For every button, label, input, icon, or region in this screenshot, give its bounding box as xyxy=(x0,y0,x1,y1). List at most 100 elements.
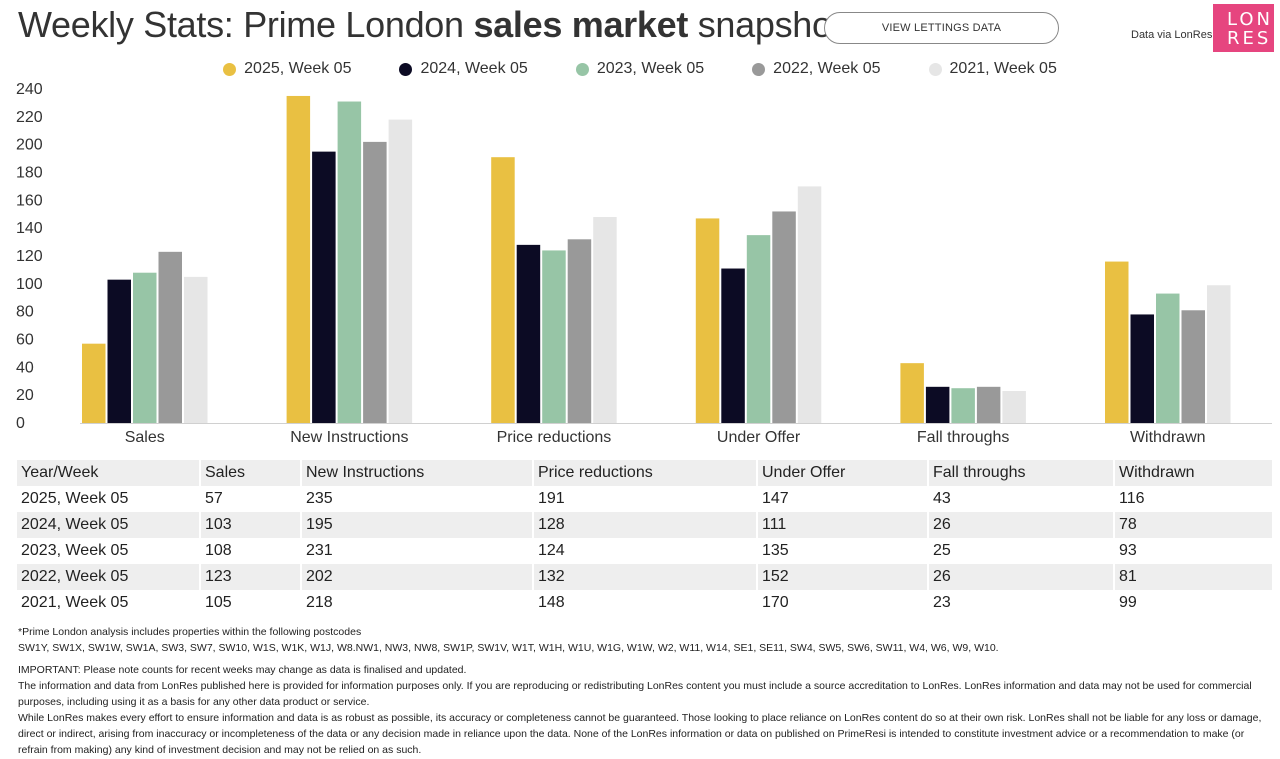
x-category-label: Sales xyxy=(125,429,165,446)
legend-item[interactable]: 2025, Week 05 xyxy=(223,60,351,78)
table-cell: 23 xyxy=(928,590,1115,616)
y-tick-label: 220 xyxy=(16,109,43,126)
bar[interactable] xyxy=(1105,261,1129,423)
table-cell: 57 xyxy=(200,486,302,512)
bar[interactable] xyxy=(797,186,822,423)
legend-label: 2024, Week 05 xyxy=(420,60,528,77)
bar[interactable] xyxy=(567,239,592,423)
bar[interactable] xyxy=(721,268,745,423)
bar[interactable] xyxy=(1156,293,1180,423)
bar[interactable] xyxy=(337,101,362,424)
bar[interactable] xyxy=(107,279,132,423)
y-tick-label: 20 xyxy=(16,387,34,404)
y-tick-label: 240 xyxy=(16,81,43,98)
view-lettings-data-button[interactable]: VIEW LETTINGS DATA xyxy=(824,12,1059,44)
table-header: Fall throughs xyxy=(928,460,1115,486)
bar[interactable] xyxy=(184,276,208,423)
bar[interactable] xyxy=(925,386,950,423)
bar[interactable] xyxy=(951,388,975,423)
bar[interactable] xyxy=(1002,390,1026,423)
table-cell: 2024, Week 05 xyxy=(17,512,201,538)
bar[interactable] xyxy=(363,141,387,423)
title-prefix: Weekly Stats: Prime London xyxy=(18,4,474,45)
data-source-label: Data via LonRes xyxy=(1131,29,1213,41)
table-cell: 103 xyxy=(200,512,302,538)
y-tick-label: 200 xyxy=(16,137,43,154)
table-row: 2023, Week 05 108 231 124 135 25 93 xyxy=(17,538,1274,564)
bar[interactable] xyxy=(976,386,1001,423)
table-cell: 99 xyxy=(1114,590,1274,616)
table-cell: 191 xyxy=(533,486,758,512)
legend-swatch-icon xyxy=(752,62,766,76)
table-cell: 108 xyxy=(200,538,302,564)
table-cell: 135 xyxy=(757,538,929,564)
table-header: Sales xyxy=(200,460,302,486)
table-row: 2022, Week 05 123 202 132 152 26 81 xyxy=(17,564,1274,590)
table-cell: 81 xyxy=(1114,564,1274,590)
legend-item[interactable]: 2021, Week 05 xyxy=(889,60,1057,78)
table-cell: 152 xyxy=(757,564,929,590)
table-cell: 202 xyxy=(301,564,534,590)
y-tick-label: 60 xyxy=(16,332,34,349)
bar[interactable] xyxy=(1130,314,1155,423)
postcodes-list: SW1Y, SW1X, SW1W, SW1A, SW3, SW7, SW10, … xyxy=(18,642,999,654)
bar[interactable] xyxy=(695,218,720,423)
table-cell: 2021, Week 05 xyxy=(17,590,201,616)
bar[interactable] xyxy=(900,363,924,423)
table-row: 2024, Week 05 103 195 128 111 26 78 xyxy=(17,512,1274,538)
table-cell: 124 xyxy=(533,538,758,564)
table-cell: 132 xyxy=(533,564,758,590)
important-note: IMPORTANT: Please note counts for recent… xyxy=(18,664,467,676)
table-cell: 2023, Week 05 xyxy=(17,538,201,564)
title-bold: sales market xyxy=(473,4,689,45)
table-row: 2021, Week 05 105 218 148 170 23 99 xyxy=(17,590,1274,616)
bar[interactable] xyxy=(312,151,336,423)
legend-item[interactable]: 2024, Week 05 xyxy=(359,60,528,78)
table-header: Year/Week xyxy=(17,460,201,486)
bar[interactable] xyxy=(542,250,566,423)
table-cell: 111 xyxy=(757,512,929,538)
bar[interactable] xyxy=(516,244,541,423)
y-tick-label: 80 xyxy=(16,304,34,321)
table-cell: 123 xyxy=(200,564,302,590)
y-tick-label: 40 xyxy=(16,359,34,376)
logo-line-1: LON xyxy=(1227,9,1274,30)
bar[interactable] xyxy=(82,343,106,423)
disclaimer-2: While LonRes makes every effort to ensur… xyxy=(18,712,1262,756)
postcodes-intro: *Prime London analysis includes properti… xyxy=(18,626,362,638)
bar[interactable] xyxy=(1181,310,1206,423)
legend-item[interactable]: 2023, Week 05 xyxy=(536,60,704,78)
page-title: Weekly Stats: Prime London sales market … xyxy=(18,4,842,46)
x-category-label: Fall throughs xyxy=(917,429,1010,446)
legend-swatch-icon xyxy=(575,62,589,76)
bar[interactable] xyxy=(593,217,617,423)
lonres-logo[interactable]: LON RES xyxy=(1213,4,1274,52)
stats-table: Year/Week Sales New Instructions Price r… xyxy=(17,460,1274,616)
legend-label: 2021, Week 05 xyxy=(949,60,1057,77)
table-cell: 231 xyxy=(301,538,534,564)
legend-swatch-icon xyxy=(223,62,237,76)
table-header: Withdrawn xyxy=(1114,460,1274,486)
bar[interactable] xyxy=(491,157,515,424)
table-cell: 147 xyxy=(757,486,929,512)
y-tick-label: 0 xyxy=(16,415,25,432)
bar[interactable] xyxy=(158,251,183,423)
legend-item[interactable]: 2022, Week 05 xyxy=(712,60,881,78)
bar[interactable] xyxy=(133,272,157,423)
bar[interactable] xyxy=(286,95,311,423)
y-tick-label: 140 xyxy=(16,220,43,237)
bar[interactable] xyxy=(1207,285,1231,423)
table-cell: 218 xyxy=(301,590,534,616)
bar[interactable] xyxy=(746,235,771,423)
table-cell: 128 xyxy=(533,512,758,538)
legend-swatch-icon xyxy=(928,62,942,76)
legend-label: 2025, Week 05 xyxy=(244,60,352,77)
bar[interactable] xyxy=(772,211,796,423)
y-tick-label: 180 xyxy=(16,165,43,182)
x-category-label: Price reductions xyxy=(497,429,612,446)
table-header: Price reductions xyxy=(533,460,758,486)
bar[interactable] xyxy=(388,119,413,423)
table-cell: 26 xyxy=(928,564,1115,590)
x-category-label: Under Offer xyxy=(717,429,801,446)
table-cell: 116 xyxy=(1114,486,1274,512)
